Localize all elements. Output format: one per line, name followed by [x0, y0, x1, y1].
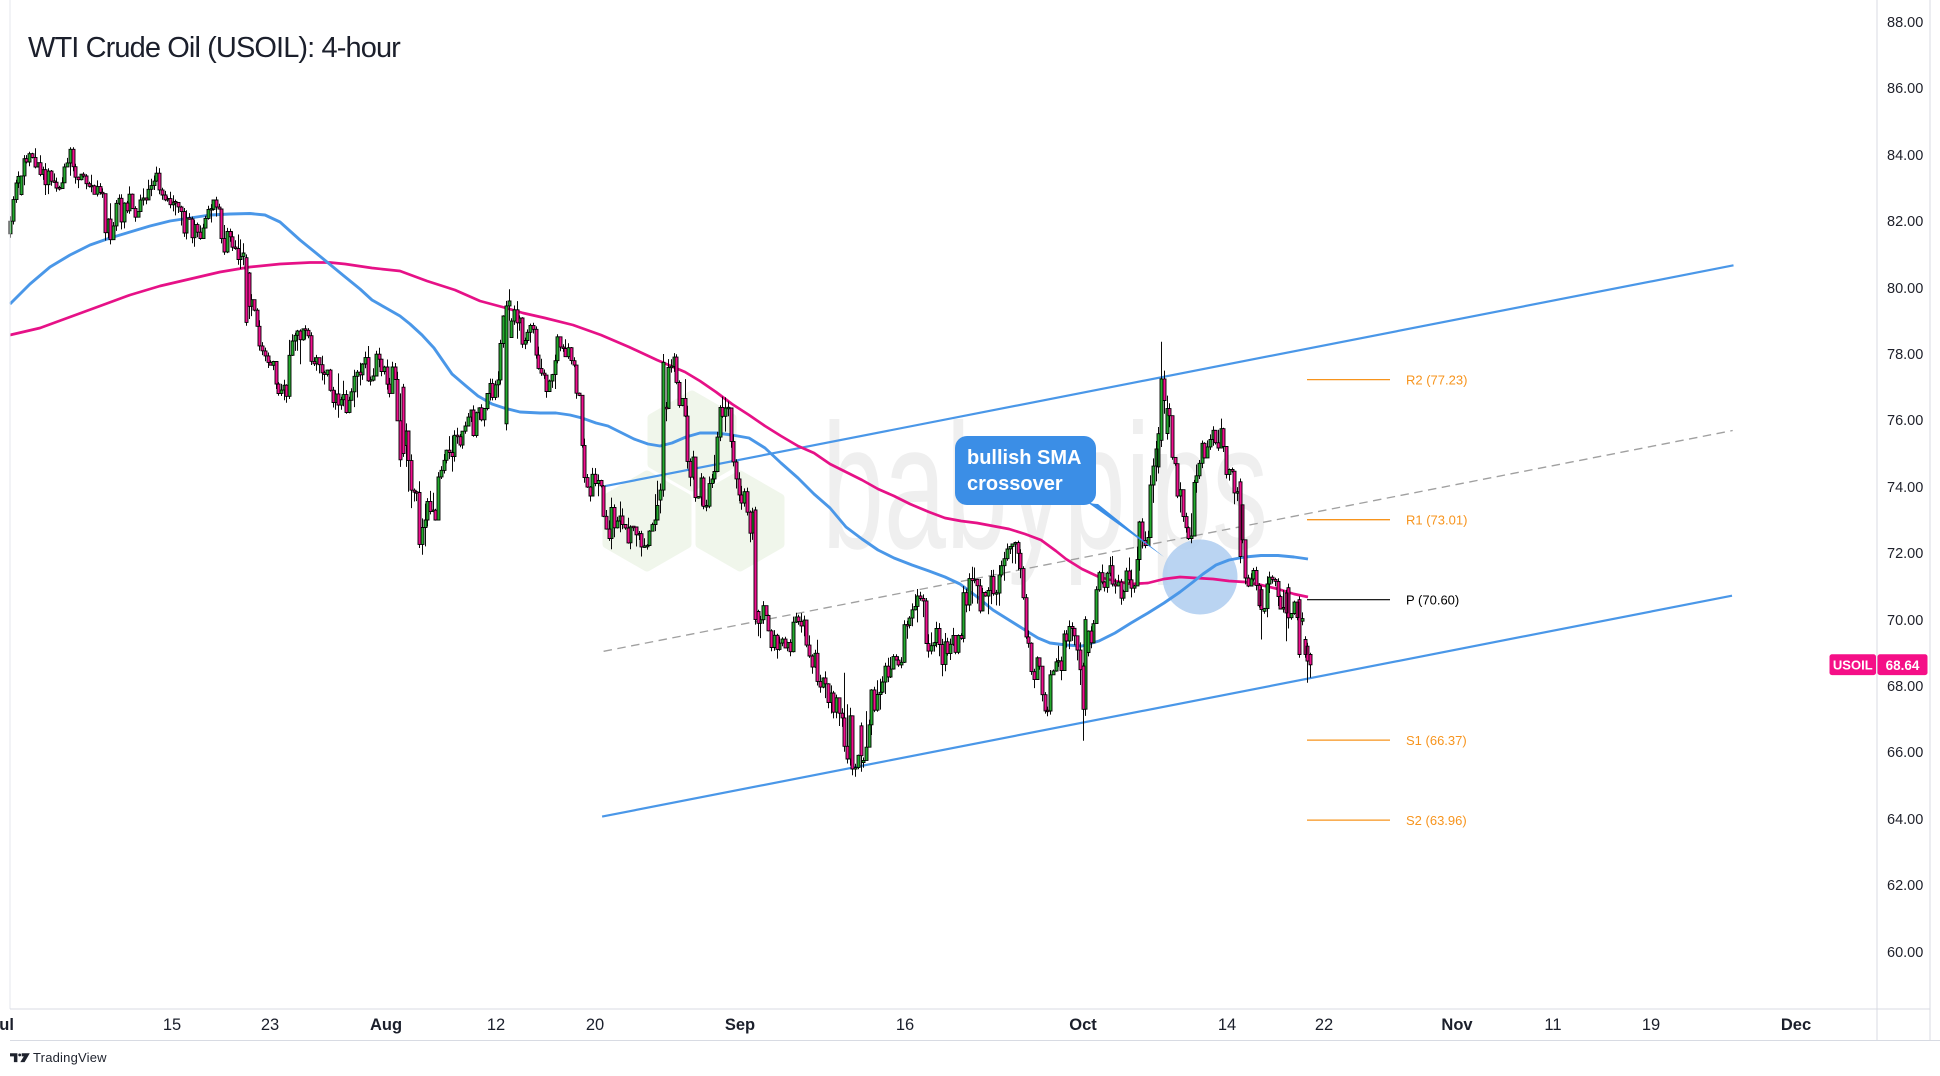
svg-text:11: 11: [1544, 1016, 1561, 1034]
svg-text:TradingView: TradingView: [33, 1050, 107, 1065]
svg-text:Dec: Dec: [1781, 1016, 1811, 1034]
svg-text:23: 23: [261, 1016, 279, 1034]
svg-text:76.00: 76.00: [1887, 413, 1923, 429]
svg-text:19: 19: [1642, 1016, 1660, 1034]
svg-text:80.00: 80.00: [1887, 281, 1923, 297]
svg-text:64.00: 64.00: [1887, 812, 1923, 828]
svg-text:R2 (77.23): R2 (77.23): [1406, 373, 1467, 388]
svg-text:82.00: 82.00: [1887, 214, 1923, 230]
svg-text:Jul: Jul: [0, 1016, 14, 1034]
svg-text:68.00: 68.00: [1887, 679, 1923, 695]
svg-text:88.00: 88.00: [1887, 15, 1923, 31]
svg-text:Nov: Nov: [1441, 1016, 1473, 1034]
svg-text:S1 (66.37): S1 (66.37): [1406, 733, 1467, 748]
svg-text:12: 12: [487, 1016, 505, 1034]
svg-text:86.00: 86.00: [1887, 81, 1923, 97]
svg-text:20: 20: [586, 1016, 604, 1034]
svg-text:Oct: Oct: [1069, 1016, 1097, 1034]
svg-text:USOIL: USOIL: [1833, 658, 1873, 673]
svg-text:14: 14: [1218, 1016, 1236, 1034]
svg-text:15: 15: [163, 1016, 181, 1034]
svg-text:Sep: Sep: [725, 1016, 755, 1034]
svg-text:66.00: 66.00: [1887, 745, 1923, 761]
svg-text:bullish SMA: bullish SMA: [967, 447, 1081, 469]
svg-text:70.00: 70.00: [1887, 613, 1923, 629]
svg-text:84.00: 84.00: [1887, 148, 1923, 164]
svg-text:22: 22: [1315, 1016, 1333, 1034]
svg-text:78.00: 78.00: [1887, 347, 1923, 363]
svg-text:R1 (73.01): R1 (73.01): [1406, 513, 1467, 528]
svg-text:72.00: 72.00: [1887, 546, 1923, 562]
svg-text:74.00: 74.00: [1887, 480, 1923, 496]
svg-text:16: 16: [896, 1016, 914, 1034]
svg-text:68.64: 68.64: [1886, 658, 1920, 673]
svg-text:62.00: 62.00: [1887, 878, 1923, 894]
svg-text:crossover: crossover: [967, 473, 1063, 495]
svg-text:S2 (63.96): S2 (63.96): [1406, 813, 1467, 828]
svg-text:60.00: 60.00: [1887, 945, 1923, 961]
svg-text:P (70.60): P (70.60): [1406, 593, 1459, 608]
svg-text:WTI Crude Oil (USOIL): 4-hour: WTI Crude Oil (USOIL): 4-hour: [28, 32, 401, 64]
svg-text:Aug: Aug: [370, 1016, 402, 1034]
